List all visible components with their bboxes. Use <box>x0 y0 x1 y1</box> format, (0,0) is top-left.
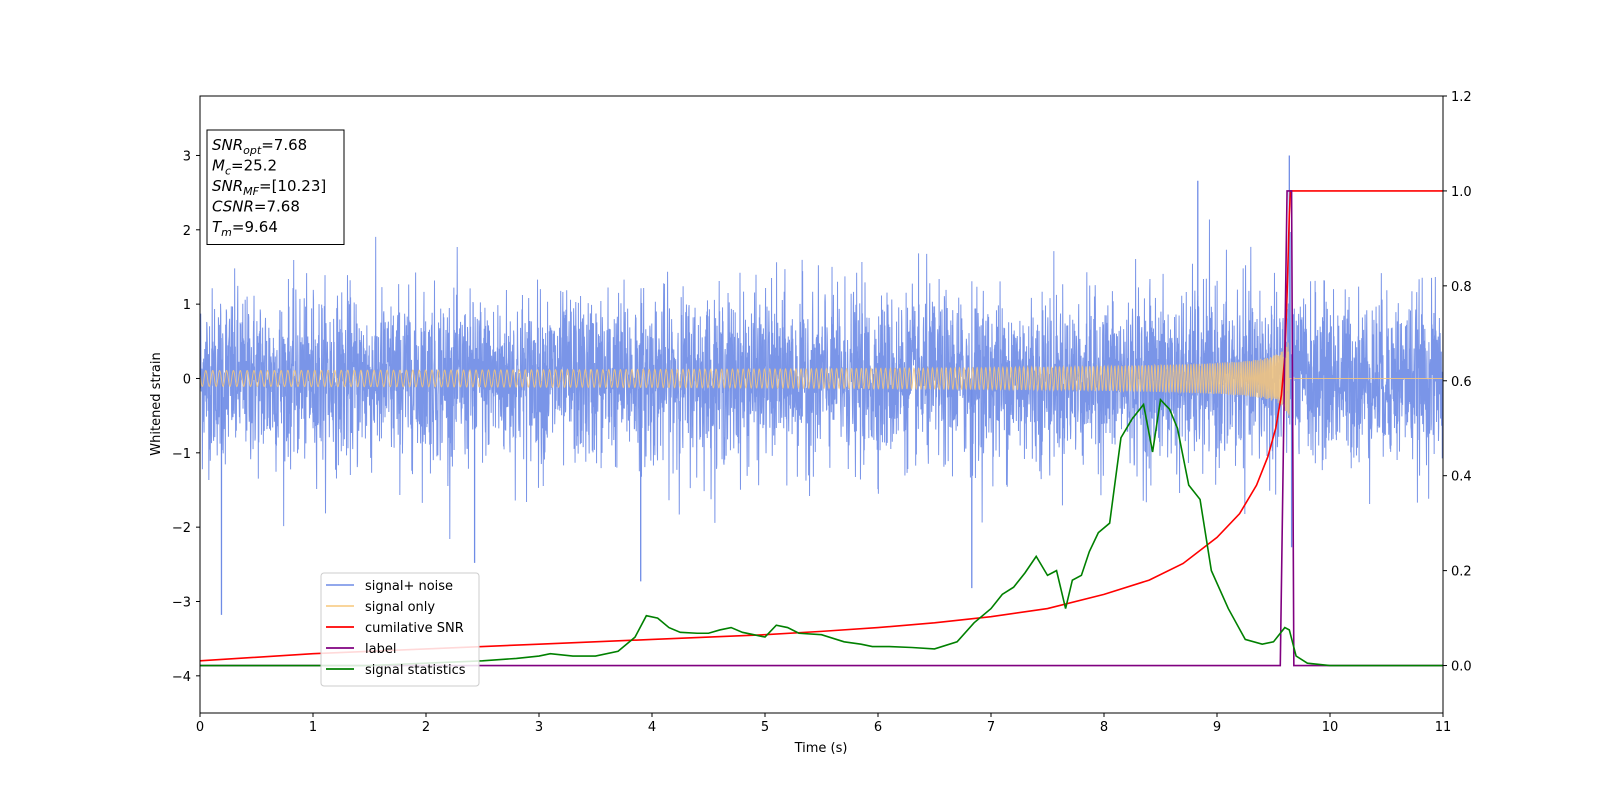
legend-label: cumilative SNR <box>365 621 464 636</box>
legend-frame <box>320 572 480 687</box>
x-tick-label: 4 <box>648 720 656 735</box>
annotation-symbol: CSNR <box>212 198 254 216</box>
annotation-value: =7.68 <box>254 198 300 216</box>
x-tick-label: 0 <box>196 720 204 735</box>
annotation-subscript: c <box>225 165 231 178</box>
y-left-tick-label: −4 <box>172 670 191 685</box>
annotation-line: CSNR=7.68 <box>212 198 300 216</box>
y-right-tick-label: 1.0 <box>1451 185 1472 200</box>
y-left-tick-label: −2 <box>172 521 191 536</box>
x-tick-label: 10 <box>1322 720 1339 735</box>
annotation-symbol: T <box>212 218 223 236</box>
series-signal-only <box>199 342 1443 416</box>
y-axis-label: Whitened strain <box>149 352 164 455</box>
annotation-line: SNRMF=[10.23] <box>212 177 326 198</box>
annotation-subscript: opt <box>243 144 262 157</box>
series-signal-statistics <box>200 398 1443 667</box>
x-tick-label: 11 <box>1435 720 1452 735</box>
annotation-subscript: MF <box>243 185 259 198</box>
legend-label: signal+ noise <box>365 579 453 594</box>
annotation-line: SNRopt=7.68 <box>212 136 307 157</box>
annotation-subscript: m <box>221 226 232 239</box>
annotation-symbol: SNR <box>212 136 243 154</box>
y-right-tick-label: 1.2 <box>1451 90 1472 105</box>
y-left-tick-label: 1 <box>183 298 191 313</box>
annotation-value: =9.64 <box>232 218 278 236</box>
series-label <box>200 190 1443 667</box>
legend-label: signal statistics <box>365 663 466 678</box>
annotation-value: =7.68 <box>261 136 307 154</box>
x-tick-label: 8 <box>1100 720 1108 735</box>
x-axis-label: Time (s) <box>794 741 848 756</box>
x-tick-label: 9 <box>1213 720 1221 735</box>
annotation-box: SNRopt=7.68Mc=25.2SNRMF=[10.23]CSNR=7.68… <box>206 129 345 245</box>
series-signal-noise <box>199 219 1444 539</box>
legend-label: label <box>365 642 396 657</box>
y-right-tick-label: 0.4 <box>1451 470 1472 485</box>
y-left-tick-label: −1 <box>172 447 191 462</box>
axes-frame <box>199 95 1444 714</box>
y-left-tick-label: 2 <box>183 224 191 239</box>
x-tick-label: 1 <box>309 720 317 735</box>
y-axis-right: 0.0 0.2 0.4 0.6 0.8 1.0 1.2 <box>1443 90 1472 675</box>
x-tick-label: 2 <box>422 720 430 735</box>
annotation-value: =25.2 <box>231 157 277 175</box>
annotation-frame <box>206 129 345 245</box>
annotation-line: Mc=25.2 <box>212 157 277 178</box>
annotation-symbol: SNR <box>212 177 243 195</box>
x-tick-label: 7 <box>987 720 995 735</box>
y-axis-left: −4 −3 −2 −1 0 1 2 3 <box>172 149 200 685</box>
y-left-tick-label: 3 <box>183 149 191 164</box>
x-axis: 0 1 2 3 4 5 6 7 8 9 10 11 <box>196 713 1451 735</box>
annotation-value: =[10.23] <box>259 177 326 195</box>
legend: signal+ noise signal only cumilative SNR la… <box>320 572 480 687</box>
legend-label: signal only <box>365 600 435 615</box>
annotation-symbol: M <box>212 157 225 175</box>
x-tick-label: 5 <box>761 720 769 735</box>
y-right-tick-label: 0.2 <box>1451 565 1472 580</box>
y-left-tick-label: 0 <box>183 372 191 387</box>
y-right-tick-label: 0.0 <box>1451 660 1472 675</box>
x-tick-label: 3 <box>535 720 543 735</box>
y-right-tick-label: 0.6 <box>1451 375 1472 390</box>
series-layer <box>199 155 1444 667</box>
y-left-tick-label: −3 <box>172 595 191 610</box>
y-right-tick-label: 0.8 <box>1451 280 1472 295</box>
annotation-line: Tm=9.64 <box>212 218 278 239</box>
x-tick-label: 6 <box>874 720 882 735</box>
